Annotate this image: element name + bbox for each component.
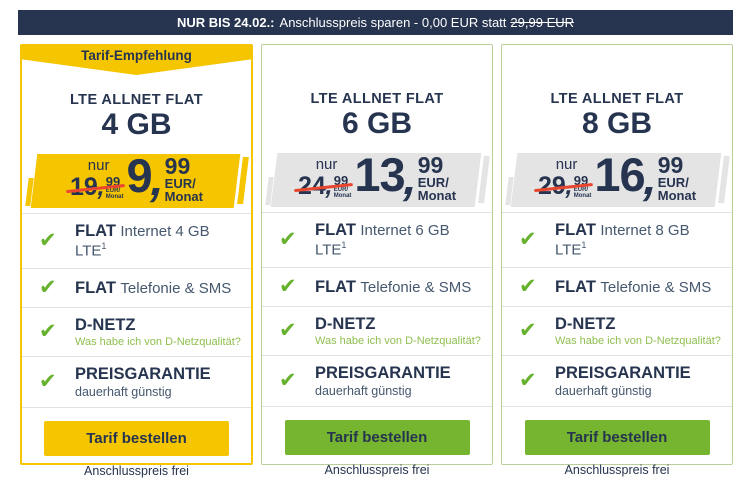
feature-row-telefonie: ✔ FLAT Telefonie & SMS [502, 267, 732, 306]
feature-row-dnetz: ✔ D-NETZ Was habe ich von D-Netzqualität? [262, 306, 492, 355]
plan-card-8gb: LTE ALLNET FLAT 8 GB nur 29, 99 EUR/Mona… [501, 44, 733, 477]
order-button[interactable]: Tarif bestellen [524, 420, 710, 456]
price-flash: nur 19, 99 EUR/Monat 9, 99 EUR/Monat [24, 149, 249, 208]
connection-fee-note: Anschlusspreis frei [564, 463, 670, 478]
promo-banner-highlight: NUR BIS 24.02.: [176, 15, 275, 30]
tariff-cards: Tarif-Empfehlung LTE ALLNET FLAT 4 GB nu… [20, 44, 733, 478]
price-prefix: nur [87, 157, 110, 174]
recommendation-ribbon: Tarif-Empfehlung [22, 46, 251, 75]
recommendation-label: Tarif-Empfehlung [81, 48, 192, 63]
footnote-marker: 1 [581, 240, 587, 250]
check-icon: ✔ [279, 369, 297, 393]
check-icon: ✔ [39, 370, 57, 394]
connection-fee-note: Anschlusspreis frei [324, 463, 430, 478]
plan-size: 8 GB [581, 107, 653, 140]
check-icon: ✔ [39, 320, 57, 344]
feature-row-telefonie: ✔ FLAT Telefonie & SMS [22, 268, 251, 307]
price-prefix: nur [555, 156, 578, 173]
dnetz-info-link[interactable]: Was habe ich von D-Netzqualität? [555, 335, 721, 348]
order-button[interactable]: Tarif bestellen [44, 421, 229, 457]
feature-row-internet: ✔ FLAT Internet 6 GB LTE1 [262, 212, 492, 267]
price-prefix: nur [315, 156, 338, 173]
old-price: 24, 99 EUR/Monat [293, 172, 354, 200]
feature-row-internet: ✔ FLAT Internet 8 GB LTE1 [502, 212, 732, 267]
promo-banner-old-price: 29,99 EUR [510, 15, 575, 30]
dnetz-info-link[interactable]: Was habe ich von D-Netzqualität? [75, 336, 241, 349]
old-price: 19, 99 EUR/Monat [66, 173, 126, 201]
feature-row-dnetz: ✔ D-NETZ Was habe ich von D-Netzqualität? [22, 307, 251, 356]
check-icon: ✔ [39, 229, 57, 253]
dnetz-info-link[interactable]: Was habe ich von D-Netzqualität? [315, 335, 481, 348]
check-icon: ✔ [39, 276, 57, 300]
price-unit: EUR/Monat [417, 175, 457, 203]
plan-size: 6 GB [341, 107, 413, 140]
current-price: 9, 99 EUR/Monat [126, 149, 203, 205]
plan-title: LTE ALLNET FLAT [70, 92, 203, 108]
check-icon: ✔ [519, 319, 537, 343]
footnote-marker: 1 [341, 240, 347, 250]
connection-fee-note: Anschlusspreis frei [84, 464, 189, 479]
feature-row-internet: ✔ FLAT Internet 4 GB LTE1 [22, 213, 251, 268]
price-flash: nur 24, 99 EUR/Monat 13, 99 EUR/Mona [264, 148, 490, 207]
check-icon: ✔ [519, 228, 537, 252]
current-price: 13, 99 EUR/Monat [354, 148, 457, 204]
plan-title: LTE ALLNET FLAT [550, 91, 684, 107]
order-button[interactable]: Tarif bestellen [284, 420, 470, 456]
old-price: 29, 99 EUR/Monat [533, 172, 594, 200]
footnote-marker: 1 [101, 241, 107, 251]
check-icon: ✔ [279, 275, 297, 299]
feature-row-preisgarantie: ✔ PREISGARANTIE dauerhaft günstig [262, 355, 492, 406]
feature-list: ✔ FLAT Internet 6 GB LTE1 ✔ FLAT Telefon… [262, 212, 492, 408]
plan-card-4gb: Tarif-Empfehlung LTE ALLNET FLAT 4 GB nu… [20, 44, 253, 478]
current-price: 16, 99 EUR/Monat [594, 148, 697, 204]
check-icon: ✔ [519, 275, 537, 299]
check-icon: ✔ [279, 228, 297, 252]
plan-size: 4 GB [101, 108, 172, 141]
plan-card-6gb: LTE ALLNET FLAT 6 GB nur 24, 99 EUR/Mona… [261, 44, 493, 477]
plan-title: LTE ALLNET FLAT [310, 91, 444, 107]
check-icon: ✔ [519, 369, 537, 393]
promo-banner-text: Anschlusspreis sparen - 0,00 EUR statt [279, 15, 507, 30]
price-unit: EUR/Monat [164, 176, 203, 204]
check-icon: ✔ [279, 319, 297, 343]
price-unit: EUR/Monat [657, 175, 697, 203]
feature-list: ✔ FLAT Internet 4 GB LTE1 ✔ FLAT Telefon… [22, 213, 251, 409]
price-flash: nur 29, 99 EUR/Monat 16, 99 EUR/Mona [504, 148, 730, 207]
feature-row-preisgarantie: ✔ PREISGARANTIE dauerhaft günstig [22, 356, 251, 407]
feature-list: ✔ FLAT Internet 8 GB LTE1 ✔ FLAT Telefon… [502, 212, 732, 408]
feature-row-telefonie: ✔ FLAT Telefonie & SMS [262, 267, 492, 306]
promo-banner: NUR BIS 24.02.: Anschlusspreis sparen - … [18, 10, 733, 35]
feature-row-preisgarantie: ✔ PREISGARANTIE dauerhaft günstig [502, 355, 732, 406]
feature-row-dnetz: ✔ D-NETZ Was habe ich von D-Netzqualität? [502, 306, 732, 355]
